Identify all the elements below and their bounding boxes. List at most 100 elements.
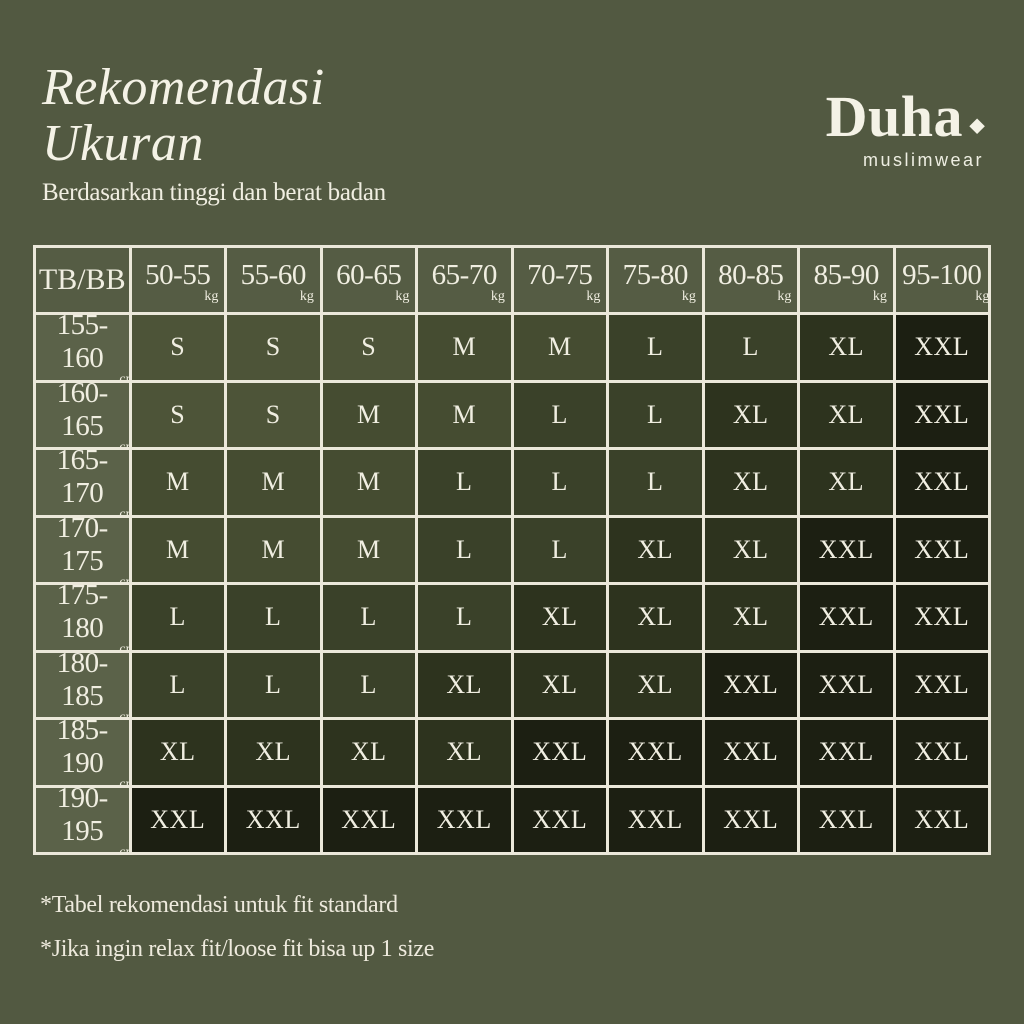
size-value: L bbox=[169, 669, 186, 699]
height-range-label: 180-185 bbox=[56, 652, 109, 712]
size-cell: L bbox=[513, 517, 606, 582]
size-cell: XXL bbox=[131, 787, 224, 852]
size-cell: M bbox=[418, 382, 511, 447]
size-value: XXL bbox=[532, 737, 588, 767]
size-value: L bbox=[456, 534, 473, 564]
size-cell: M bbox=[322, 450, 415, 515]
size-value: XL bbox=[732, 602, 769, 632]
size-value: XXL bbox=[723, 804, 779, 834]
size-value: S bbox=[170, 399, 186, 429]
size-value: XL bbox=[828, 332, 865, 362]
height-header-wrap: 170-175 cm bbox=[36, 517, 129, 583]
size-cell: M bbox=[131, 517, 224, 582]
size-cell: XL bbox=[704, 382, 797, 447]
size-cell: XXL bbox=[418, 787, 511, 852]
size-table: TB/BB 50-55 kg 55-60 kg 60-65 kg 65-70 kg 70-75 kg… bbox=[33, 245, 991, 855]
size-value: S bbox=[361, 332, 377, 362]
weight-header-cell: 75-80 kg bbox=[609, 248, 702, 312]
weight-header-cell: 65-70 kg bbox=[418, 248, 511, 312]
size-value: L bbox=[456, 467, 473, 497]
size-value: XXL bbox=[914, 737, 970, 767]
size-cell: XL bbox=[227, 720, 320, 785]
size-value: XL bbox=[732, 534, 769, 564]
height-header-wrap: 165-170 cm bbox=[36, 450, 129, 515]
weight-range-label: 60-65 bbox=[336, 258, 402, 291]
height-unit-label: cm bbox=[119, 575, 128, 582]
size-value: XXL bbox=[914, 669, 970, 699]
size-value: XL bbox=[446, 669, 483, 699]
size-value: L bbox=[551, 467, 568, 497]
brand-logo: Duha muslimwear bbox=[826, 88, 985, 171]
weight-header-cell: 55-60 kg bbox=[227, 248, 320, 312]
height-header-wrap: 155-160 cm bbox=[36, 315, 129, 380]
size-cell: XL bbox=[704, 585, 797, 650]
height-row-header: 185-190 cm bbox=[36, 720, 129, 785]
size-cell: L bbox=[418, 450, 511, 515]
weight-header-cell: 70-75 kg bbox=[513, 248, 606, 312]
size-value: XXL bbox=[532, 804, 588, 834]
height-range-label: 165-170 bbox=[56, 450, 109, 510]
size-value: XL bbox=[732, 399, 769, 429]
size-cell: XL bbox=[704, 450, 797, 515]
size-cell: XL bbox=[322, 720, 415, 785]
size-value: L bbox=[169, 602, 186, 632]
height-range-label: 190-195 bbox=[56, 787, 109, 847]
weight-header-wrap: 85-90 kg bbox=[814, 259, 887, 304]
size-cell: L bbox=[704, 315, 797, 380]
weight-header-cell: 85-90 kg bbox=[800, 248, 893, 312]
size-cell: XXL bbox=[322, 787, 415, 852]
size-cell: XXL bbox=[800, 720, 893, 785]
size-value: L bbox=[647, 467, 664, 497]
size-cell: XXL bbox=[895, 382, 988, 447]
size-cell: XL bbox=[609, 517, 702, 582]
height-unit-label: cm bbox=[119, 440, 128, 447]
footnotes: *Tabel rekomendasi untuk fit standard *J… bbox=[40, 883, 434, 971]
size-value: XXL bbox=[914, 467, 970, 497]
size-cell: S bbox=[227, 382, 320, 447]
size-value: XXL bbox=[914, 399, 970, 429]
size-value: XXL bbox=[245, 804, 301, 834]
size-cell: XXL bbox=[800, 787, 893, 852]
size-value: L bbox=[647, 399, 664, 429]
size-value: M bbox=[261, 467, 286, 497]
weight-range-label: 65-70 bbox=[431, 258, 498, 291]
size-cell: XL bbox=[131, 720, 224, 785]
height-row-header: 165-170 cm bbox=[36, 450, 129, 515]
weight-range-label: 70-75 bbox=[527, 258, 593, 291]
size-value: S bbox=[265, 399, 281, 429]
size-cell: XXL bbox=[895, 517, 988, 582]
size-value: S bbox=[170, 332, 186, 362]
size-value: XXL bbox=[723, 737, 779, 767]
size-cell: L bbox=[609, 382, 702, 447]
size-value: XXL bbox=[914, 804, 970, 834]
size-cell: L bbox=[227, 652, 320, 717]
size-value: XL bbox=[732, 467, 769, 497]
size-cell: XXL bbox=[895, 652, 988, 717]
footnote-1: *Tabel rekomendasi untuk fit standard bbox=[40, 892, 398, 918]
size-cell: XL bbox=[513, 585, 606, 650]
weight-unit-label: kg bbox=[299, 288, 314, 304]
size-cell: S bbox=[227, 315, 320, 380]
height-range-label: 170-175 bbox=[56, 517, 109, 577]
height-range-label: 175-180 bbox=[56, 585, 109, 645]
page-subtitle: Berdasarkan tinggi dan berat badan bbox=[42, 179, 386, 206]
size-cell: XL bbox=[609, 652, 702, 717]
size-cell: XXL bbox=[895, 585, 988, 650]
size-cell: XL bbox=[418, 652, 511, 717]
size-value: XXL bbox=[436, 804, 492, 834]
size-cell: M bbox=[322, 382, 415, 447]
size-value: L bbox=[360, 669, 377, 699]
size-value: L bbox=[647, 332, 664, 362]
size-value: XXL bbox=[150, 804, 206, 834]
height-unit-label: cm bbox=[119, 507, 128, 514]
weight-header-wrap: 65-70 kg bbox=[431, 258, 505, 304]
size-value: XXL bbox=[818, 602, 874, 632]
weight-header-wrap: 75-80 kg bbox=[623, 259, 696, 304]
size-value: L bbox=[551, 534, 568, 564]
footnote-2: *Jika ingin relax fit/loose fit bisa up … bbox=[40, 936, 435, 962]
height-row-header: 180-185 cm bbox=[36, 652, 129, 717]
size-cell: L bbox=[322, 652, 415, 717]
size-cell: XL bbox=[800, 450, 893, 515]
size-cell: XXL bbox=[227, 787, 320, 852]
height-header-wrap: 185-190 cm bbox=[36, 720, 129, 785]
